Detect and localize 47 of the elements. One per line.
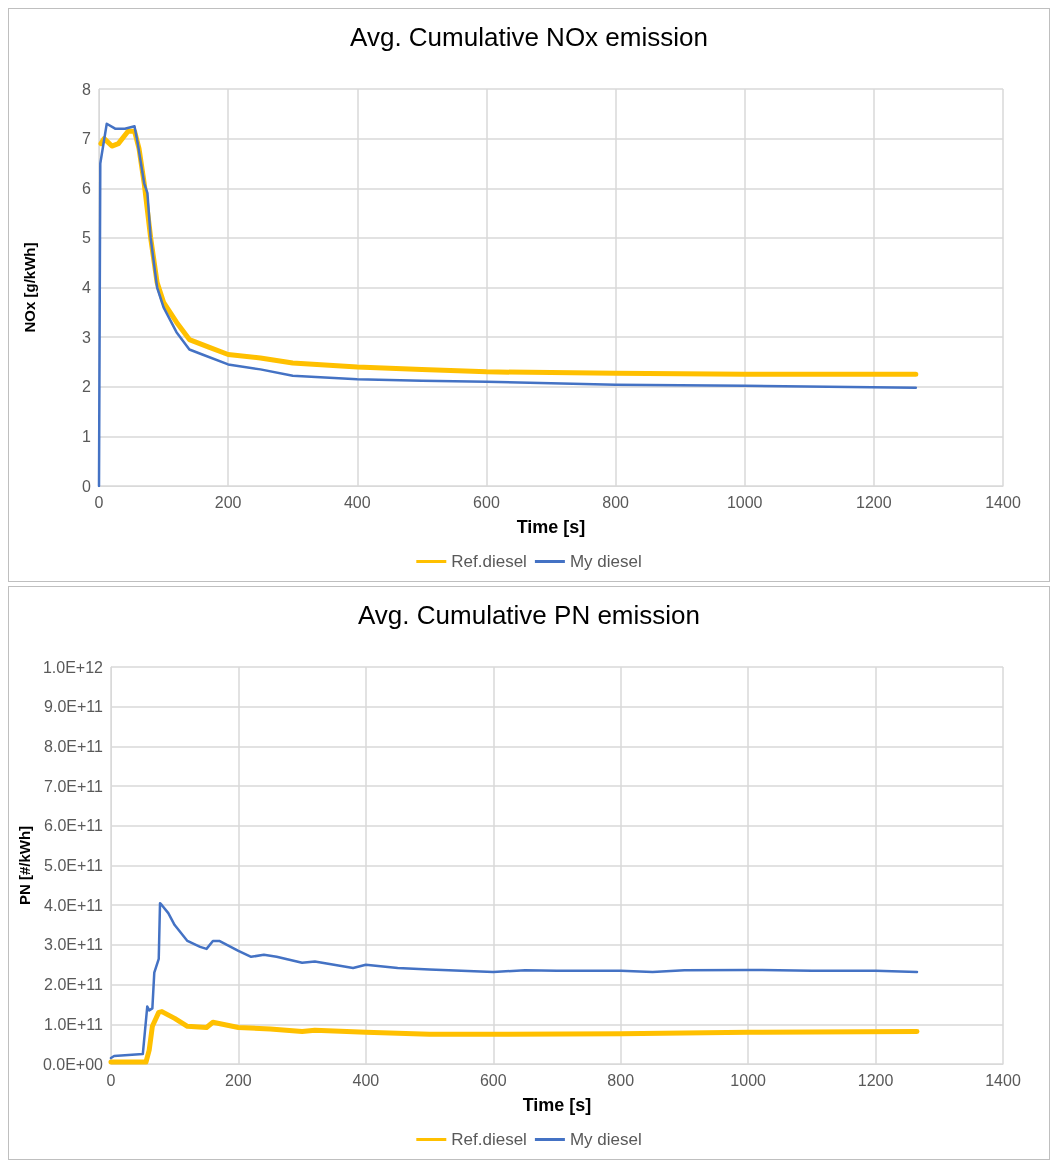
legend-label: My diesel <box>569 552 642 571</box>
x-axis-title: Time [s] <box>522 1095 592 1115</box>
y-tick-label: 2 <box>82 378 92 396</box>
y-tick-label: 0 <box>82 477 92 495</box>
x-tick-label: 600 <box>473 493 500 511</box>
y-tick-label: 5.0E+11 <box>44 857 104 874</box>
y-tick-label: 4.0E+11 <box>44 896 104 914</box>
y-tick-label: 9.0E+11 <box>44 698 104 716</box>
line-series <box>109 901 919 1060</box>
y-tick-label: 1.0E+12 <box>42 658 104 676</box>
x-tick-label: 400 <box>343 493 371 511</box>
y-tick-label: 1.0E+11 <box>44 1015 104 1033</box>
y-tick-label: 3 <box>82 328 92 346</box>
x-tick-label: 800 <box>607 1071 635 1089</box>
x-tick-label: 400 <box>352 1071 380 1089</box>
x-axis-title: Time [s] <box>516 517 586 537</box>
y-tick-label: 5 <box>82 229 92 247</box>
y-tick-label: 3.0E+11 <box>44 936 104 954</box>
legend-label: Ref.diesel <box>451 552 527 571</box>
y-tick-label: 0.0E+00 <box>42 1055 104 1073</box>
x-tick-label: 600 <box>479 1071 507 1089</box>
y-tick-label: 4 <box>82 279 92 296</box>
chart-title: Avg. Cumulative PN emission <box>358 600 700 630</box>
y-tick-label: 6 <box>82 179 92 197</box>
y-tick-label: 2.0E+11 <box>44 976 104 994</box>
line-series <box>97 122 918 488</box>
x-tick-label: 1000 <box>730 1071 767 1089</box>
x-tick-label: 1200 <box>856 493 892 511</box>
x-tick-label: 1200 <box>857 1071 894 1089</box>
y-tick-label: 1 <box>82 427 92 445</box>
x-tick-label: 200 <box>214 493 242 511</box>
y-tick-label: 8 <box>82 80 92 98</box>
chart-title: Avg. Cumulative NOx emission <box>350 22 708 52</box>
x-tick-label: 800 <box>602 493 630 511</box>
x-tick-label: 1000 <box>726 493 763 511</box>
y-tick-label: 7 <box>82 130 92 148</box>
x-tick-label: 0 <box>106 1071 116 1089</box>
legend-label: My diesel <box>569 1130 642 1149</box>
y-tick-label: 8.0E+11 <box>44 737 104 755</box>
y-tick-label: 6.0E+11 <box>44 817 104 835</box>
y-tick-label: 7.0E+11 <box>44 777 104 795</box>
x-tick-label: 200 <box>225 1071 252 1089</box>
legend-label: Ref.diesel <box>451 1130 527 1149</box>
x-tick-label: 1400 <box>985 1071 1021 1089</box>
y-axis-title: NOx [g/kWh] <box>21 242 38 333</box>
y-axis-title: PN [#/kWh] <box>16 825 33 906</box>
x-tick-label: 1400 <box>985 493 1021 511</box>
